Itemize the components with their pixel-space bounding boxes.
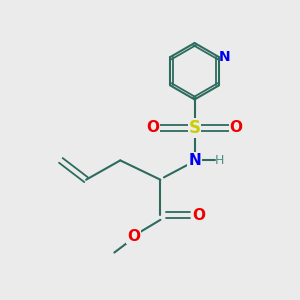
Text: N: N bbox=[188, 153, 201, 168]
Text: O: O bbox=[127, 229, 140, 244]
Text: O: O bbox=[192, 208, 205, 223]
Text: O: O bbox=[230, 120, 243, 135]
Text: S: S bbox=[189, 119, 201, 137]
Text: O: O bbox=[146, 120, 160, 135]
Text: N: N bbox=[219, 50, 230, 64]
Text: H: H bbox=[215, 154, 224, 167]
